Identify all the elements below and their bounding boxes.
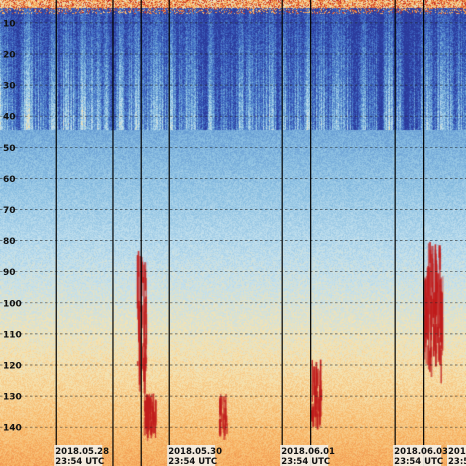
x-tick-time: 23:54 UTC xyxy=(448,457,466,466)
depth-grid-lines xyxy=(0,22,466,428)
x-tick-date: 2018.05.28 xyxy=(55,447,109,457)
y-tick-label: 110 xyxy=(3,330,22,340)
y-axis-ticks: 10 20 30 40 50 60 70 80 90 100 110 120 130 140 xyxy=(3,19,22,433)
y-tick-label: 30 xyxy=(3,82,16,92)
x-tick-time: 23:54 UTC xyxy=(281,457,330,466)
x-tick-time: 23:54 UTC xyxy=(394,457,443,466)
x-tick-label-background xyxy=(54,445,103,466)
x-tick-label-background xyxy=(280,445,329,466)
x-tick-label-background xyxy=(447,445,466,466)
y-tick-label: 50 xyxy=(3,144,16,154)
y-tick-label: 80 xyxy=(3,237,16,247)
x-tick-date: 2018.06.05 xyxy=(448,447,466,457)
x-tick-time: 23:54 UTC xyxy=(168,457,217,466)
y-tick-label: 100 xyxy=(3,299,22,309)
y-tick-label: 10 xyxy=(3,19,16,29)
time-marker-lines xyxy=(55,0,425,466)
x-tick-label-background xyxy=(393,445,442,466)
x-tick-date: 2018.05.30 xyxy=(168,447,222,457)
x-tick-time: 23:54 UTC xyxy=(55,457,104,466)
y-tick-label: 90 xyxy=(3,268,16,278)
y-tick-label: 60 xyxy=(3,175,16,185)
y-tick-label: 130 xyxy=(3,393,22,403)
y-tick-label: 120 xyxy=(3,362,22,372)
y-tick-label: 20 xyxy=(3,51,16,61)
y-tick-label: 40 xyxy=(3,113,16,123)
x-tick-date: 2018.06.03 xyxy=(394,447,448,457)
y-tick-label: 70 xyxy=(3,206,16,216)
x-tick-date: 2018.06.01 xyxy=(281,447,335,457)
y-tick-label: 140 xyxy=(3,424,22,434)
x-tick-label-background xyxy=(167,445,216,466)
